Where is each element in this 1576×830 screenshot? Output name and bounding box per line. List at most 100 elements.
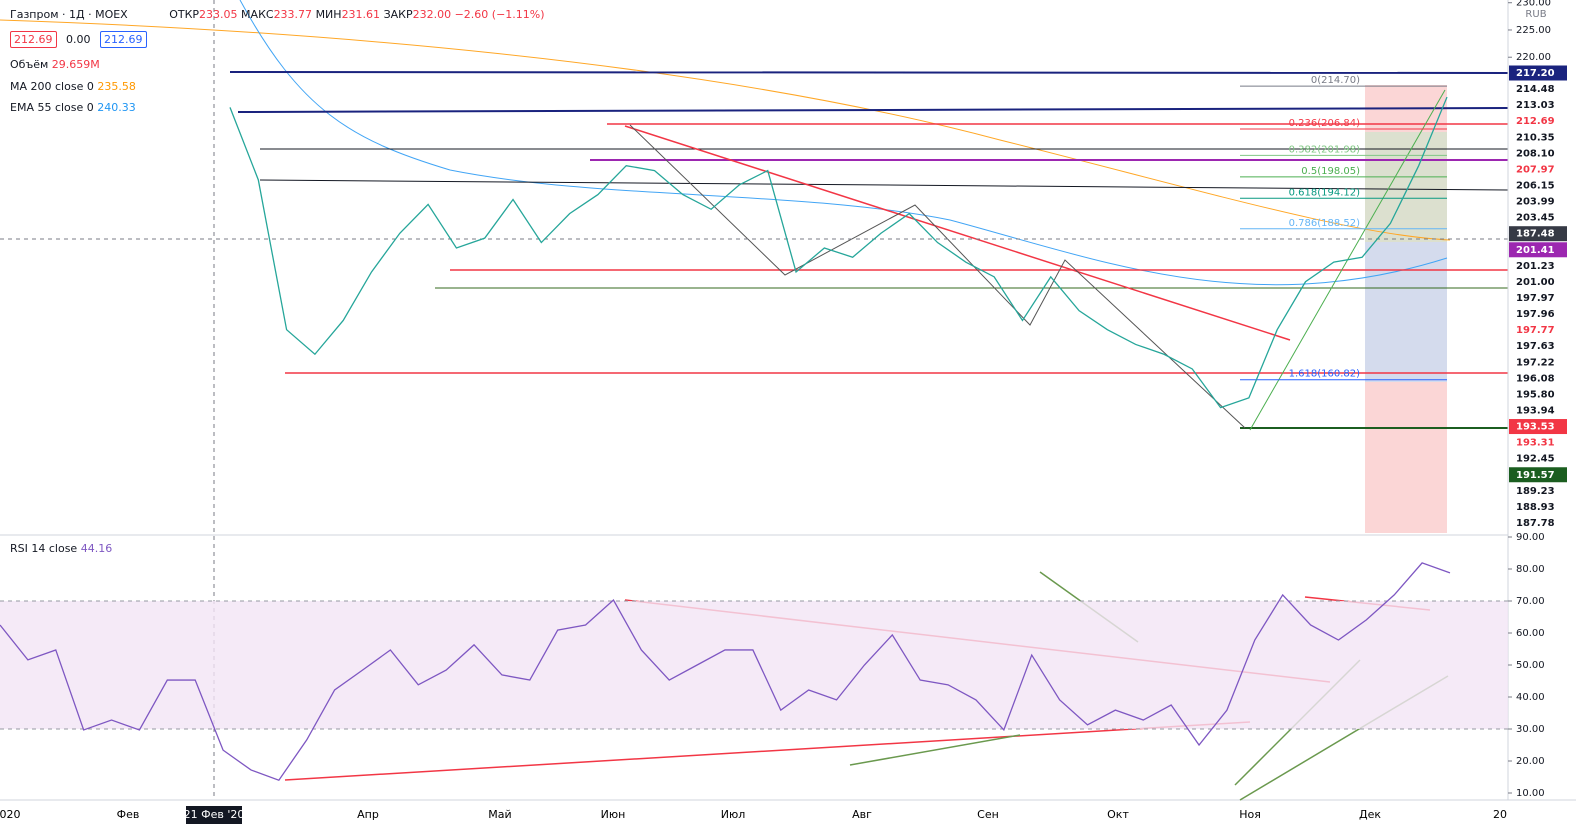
label: МАКС — [241, 8, 274, 21]
price-label: 201.41 — [1516, 245, 1555, 256]
zigzag — [629, 124, 1246, 429]
time-axis: 020 Фев Апр Май Июн Июл Авг Сен Окт Ноя … — [0, 806, 1507, 824]
time-label: Июн — [601, 808, 626, 821]
y-tick-label: 230.00 — [1516, 0, 1551, 9]
fib-label: 1.618(160.82) — [1289, 369, 1361, 380]
ema-55 — [239, 0, 1448, 286]
symbol: Газпром · 1Д · MOEX — [10, 8, 128, 21]
label: МИН — [315, 8, 342, 21]
fib-label: 0.5(198.05) — [1301, 166, 1360, 177]
label: ЗАКР — [383, 8, 413, 21]
ema-legend: EMA 55 close 0 240.33 — [10, 101, 136, 114]
y-tick-label: 50.00 — [1516, 660, 1545, 671]
time-label: 020 — [0, 808, 21, 821]
price-line — [0, 562, 1451, 781]
price-line — [229, 96, 1448, 409]
change: −2.60 (−1.11%) — [454, 8, 545, 21]
y-tick-label: 10.00 — [1516, 788, 1545, 799]
value: 232.00 — [412, 8, 452, 21]
time-label: Май — [488, 808, 511, 821]
label: Объём — [10, 58, 49, 71]
buy-button[interactable]: 212.69 — [100, 31, 147, 48]
price-label: 201.23 — [1516, 261, 1555, 272]
hline — [259, 179, 1509, 191]
rsi-trend — [284, 721, 1251, 781]
rsi-band — [0, 601, 1508, 729]
time-label: Апр — [357, 808, 379, 821]
value: 44.16 — [80, 542, 113, 555]
price-label: 207.97 — [1516, 164, 1555, 175]
price-label-box — [1509, 290, 1567, 306]
price-label-box — [1509, 161, 1567, 177]
price-label: 203.99 — [1516, 197, 1555, 208]
rsi-legend: RSI 14 close 44.16 — [10, 542, 112, 555]
sell-button[interactable]: 212.69 — [10, 31, 57, 48]
value: 233.77 — [273, 8, 313, 21]
fib-zone — [1365, 132, 1447, 242]
price-label: 203.45 — [1516, 213, 1555, 224]
price-label-box — [1509, 194, 1567, 210]
trade-boxes: 212.69 0.00 212.69 — [10, 31, 147, 48]
label: EMA 55 close 0 — [10, 101, 94, 114]
price-label: 189.23 — [1516, 486, 1555, 497]
price-label-box — [1509, 177, 1567, 193]
y-tick-label: 60.00 — [1516, 628, 1545, 639]
price-label: 206.15 — [1516, 180, 1555, 191]
price-label: 197.96 — [1516, 309, 1555, 320]
price-label-box — [1509, 338, 1567, 354]
fib-label: 0(214.70) — [1311, 75, 1360, 86]
y-tick-label: 40.00 — [1516, 692, 1545, 703]
fib-label: 0.236(206.84) — [1289, 118, 1361, 129]
price-label: 210.35 — [1516, 132, 1555, 143]
price-label: 188.93 — [1516, 502, 1555, 513]
y-tick-label: 90.00 — [1516, 532, 1545, 543]
ma-200 — [0, 19, 1451, 241]
spread: 0.00 — [66, 33, 91, 46]
value: 233.05 — [199, 8, 238, 21]
y-tick-label: 220.00 — [1516, 52, 1551, 63]
price-label-box — [1509, 65, 1567, 81]
price-label: 193.53 — [1516, 422, 1555, 433]
price-label-box — [1509, 242, 1567, 258]
crosshair-tag — [186, 806, 242, 824]
price-label-box — [1509, 402, 1567, 418]
price-label-box — [1509, 435, 1567, 451]
price-label-box — [1509, 258, 1567, 274]
price-label: 187.78 — [1516, 518, 1555, 529]
label: ОТКР — [169, 8, 200, 21]
price-label: 217.20 — [1516, 68, 1555, 79]
price-label-box — [1509, 354, 1567, 370]
price-label-box — [1509, 451, 1567, 467]
price-label: 197.63 — [1516, 341, 1555, 352]
price-label-box — [1509, 370, 1567, 386]
y-tick-label: 70.00 — [1516, 596, 1545, 607]
price-label: 196.08 — [1516, 373, 1555, 384]
time-label: Ноя — [1239, 808, 1261, 821]
y-tick-label: 80.00 — [1516, 564, 1545, 575]
y-tick-label: 30.00 — [1516, 724, 1545, 735]
price-label-box — [1509, 515, 1567, 531]
time-label: Окт — [1107, 808, 1129, 821]
volume-legend: Объём 29.659M — [10, 58, 100, 71]
price-label-box — [1509, 81, 1567, 97]
label: MA 200 close 0 — [10, 80, 94, 93]
value: 235.58 — [97, 80, 136, 93]
price-label: 195.80 — [1516, 389, 1555, 400]
price-label-box — [1509, 210, 1567, 226]
price-label: 213.03 — [1516, 100, 1555, 111]
price-label-box — [1509, 226, 1567, 242]
fib-label: 0.382(201.98) — [1289, 144, 1361, 155]
fib-label: 0.618(194.12) — [1289, 187, 1361, 198]
y-tick-label: 20.00 — [1516, 756, 1545, 767]
price-label-box — [1509, 113, 1567, 129]
y-tick-label: 225.00 — [1516, 25, 1551, 36]
price-label-box — [1509, 306, 1567, 322]
value: 240.33 — [97, 101, 136, 114]
fib-label: 0.786(188.52) — [1289, 218, 1361, 229]
time-label: Дек — [1359, 808, 1381, 821]
price-label-box — [1509, 467, 1567, 483]
hline — [237, 107, 1509, 113]
price-label: 201.00 — [1516, 277, 1555, 288]
price-label: 197.22 — [1516, 357, 1555, 368]
